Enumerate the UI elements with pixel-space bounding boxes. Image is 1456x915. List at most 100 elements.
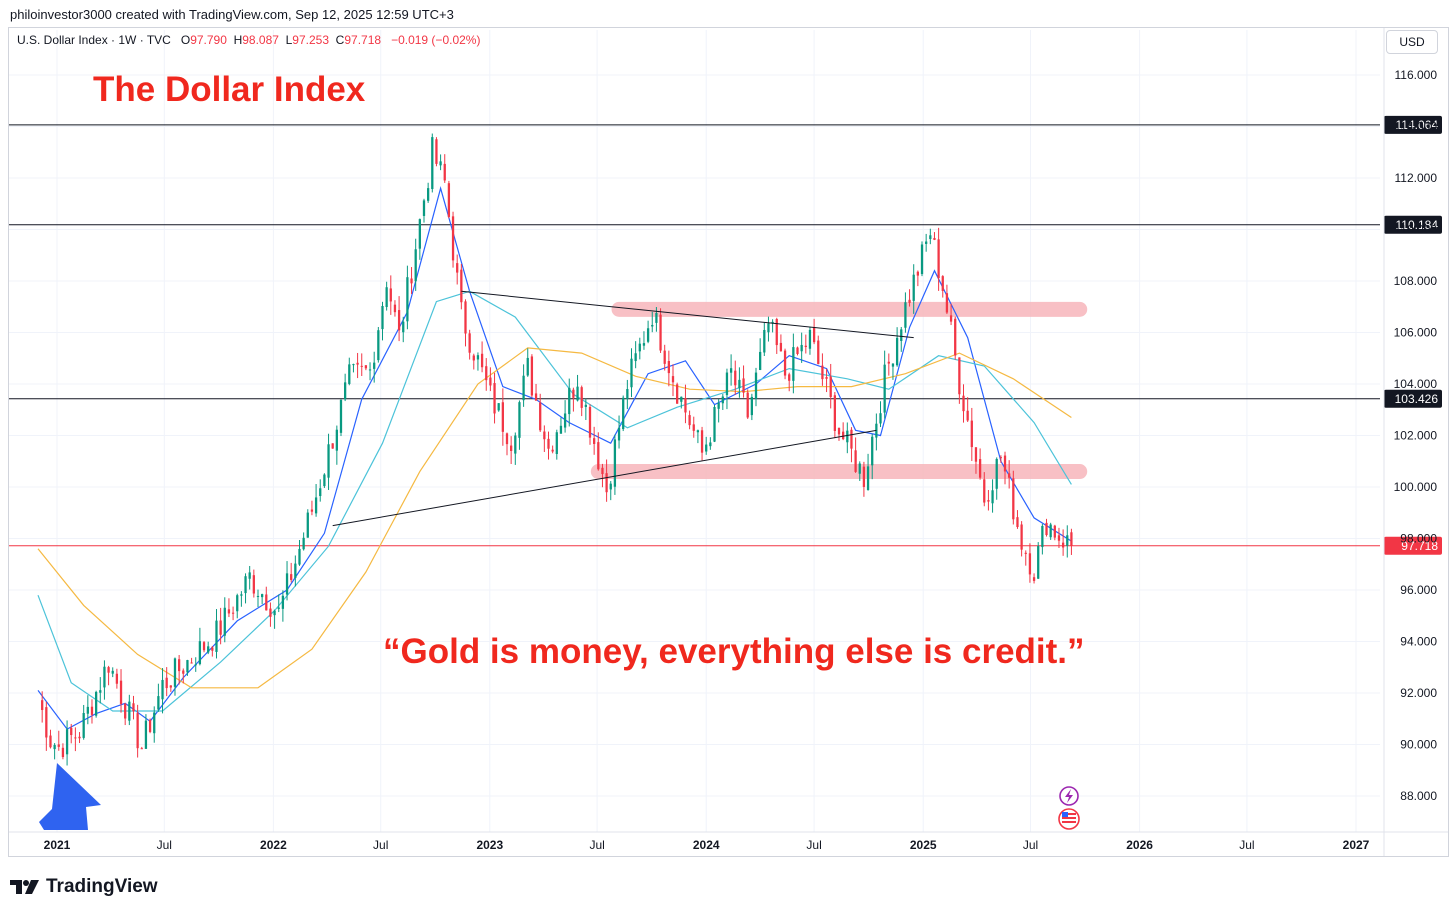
candle-body (800, 344, 803, 352)
up-arrow-annotation (39, 763, 101, 830)
candle-body (572, 389, 575, 398)
tradingview-logo-icon (10, 880, 39, 894)
candle-body (999, 457, 1003, 459)
candle-body (74, 737, 77, 739)
chart-credit: philoinvestor3000 created with TradingVi… (10, 7, 454, 22)
close-label: C (335, 33, 345, 47)
candle-body (779, 342, 783, 352)
symbol-legend[interactable]: U.S. Dollar Index · 1W · TVC O97.790 H98… (17, 33, 480, 47)
trendline-1[interactable] (461, 290, 914, 339)
candle-body (1028, 553, 1032, 575)
candle-body (244, 576, 247, 594)
symbol-name[interactable]: U.S. Dollar Index · 1W · TVC (17, 33, 171, 47)
candle-body (94, 691, 98, 716)
candle-body (796, 347, 799, 354)
candle-body (846, 430, 849, 443)
candle-body (99, 690, 102, 693)
candle-body (61, 747, 65, 758)
candle-body (505, 433, 509, 445)
flash-icon[interactable] (1059, 786, 1079, 806)
candle-body (900, 329, 903, 341)
candle-body (476, 355, 480, 360)
close-value: 97.718 (344, 33, 382, 47)
candle-body (169, 685, 172, 688)
candle-body (904, 302, 907, 328)
candle-body (265, 594, 268, 611)
candle-body (86, 706, 89, 714)
candle-body (763, 329, 766, 353)
moving-average-3 (37, 347, 1072, 689)
x-tick-label: Jul (806, 838, 821, 852)
candle-body (833, 395, 836, 431)
candle-body (215, 620, 218, 652)
candle-body (427, 188, 430, 201)
candle-body (128, 701, 131, 721)
candle-body (539, 402, 542, 431)
x-tick-label: 2027 (1343, 838, 1370, 852)
candle-body (547, 438, 550, 449)
candle-body (646, 328, 650, 342)
candle-body (223, 607, 226, 636)
y-axis[interactable]: 116.000 114.000 112.000 110.000 108.000 106.0… (1383, 28, 1438, 856)
x-tick-label: 2025 (910, 838, 937, 852)
x-tick-label: Jul (1023, 838, 1038, 852)
candle-body (588, 406, 592, 438)
high-value: 98.087 (242, 33, 279, 47)
candle-body (327, 444, 330, 478)
candle-body (862, 466, 866, 487)
candle-body (717, 402, 720, 409)
x-axis[interactable]: 2021 Jul 2022 Jul 2023 Jul 2024 Jul 2025 Jul 2026 J… (9, 831, 1448, 852)
candle-body (729, 368, 733, 373)
candle-body (472, 355, 475, 361)
candle-body (767, 323, 770, 333)
candle-body (294, 563, 297, 579)
candle-body (530, 356, 534, 396)
open-label: O (180, 33, 191, 47)
candle-body (414, 249, 417, 282)
us-flag-icon[interactable] (1058, 808, 1080, 830)
candle-body (555, 432, 558, 455)
candle-body (194, 664, 197, 666)
candle-body (983, 479, 986, 503)
candle-body (883, 364, 886, 413)
candle-body (871, 436, 874, 466)
grid-lines (9, 30, 1380, 832)
tradingview-brand: TradingView (46, 876, 158, 897)
candle-body (858, 463, 861, 474)
candle-body (49, 735, 52, 748)
chart-event-icons[interactable] (1058, 786, 1080, 830)
candle-body (638, 343, 641, 352)
candle-body (642, 343, 646, 346)
candle-body (252, 575, 255, 594)
candle-body (734, 370, 737, 386)
candle-body (489, 377, 492, 386)
candle-body (227, 609, 231, 614)
candle-body (808, 329, 812, 349)
candle-body (182, 670, 185, 674)
candle-body (991, 490, 994, 504)
candle-body (177, 659, 181, 672)
candle-body (937, 239, 940, 279)
candle-body (124, 703, 127, 719)
tradingview-logo[interactable]: TradingView (10, 876, 158, 898)
y-tick-label: 114.000 (1395, 120, 1438, 134)
candle-body (626, 389, 629, 400)
y-tick-label: 96.000 (1400, 583, 1437, 597)
candle-body (788, 374, 791, 381)
candle-body (78, 736, 81, 739)
currency-button[interactable]: USD (1386, 30, 1438, 54)
candle-body (1037, 546, 1040, 579)
price-level-badge (1384, 389, 1442, 408)
candle-body (568, 387, 571, 415)
trendline-2[interactable] (332, 429, 877, 527)
x-tick-label: 2023 (476, 838, 503, 852)
candle-body (339, 399, 343, 433)
candle-body (148, 719, 152, 732)
candle-body (439, 161, 442, 166)
moving-average-2 (37, 290, 1072, 712)
x-tick-label: 2024 (693, 838, 720, 852)
x-tick-label: Jul (1239, 838, 1254, 852)
candle-body (277, 607, 280, 609)
candle-body (45, 707, 48, 738)
